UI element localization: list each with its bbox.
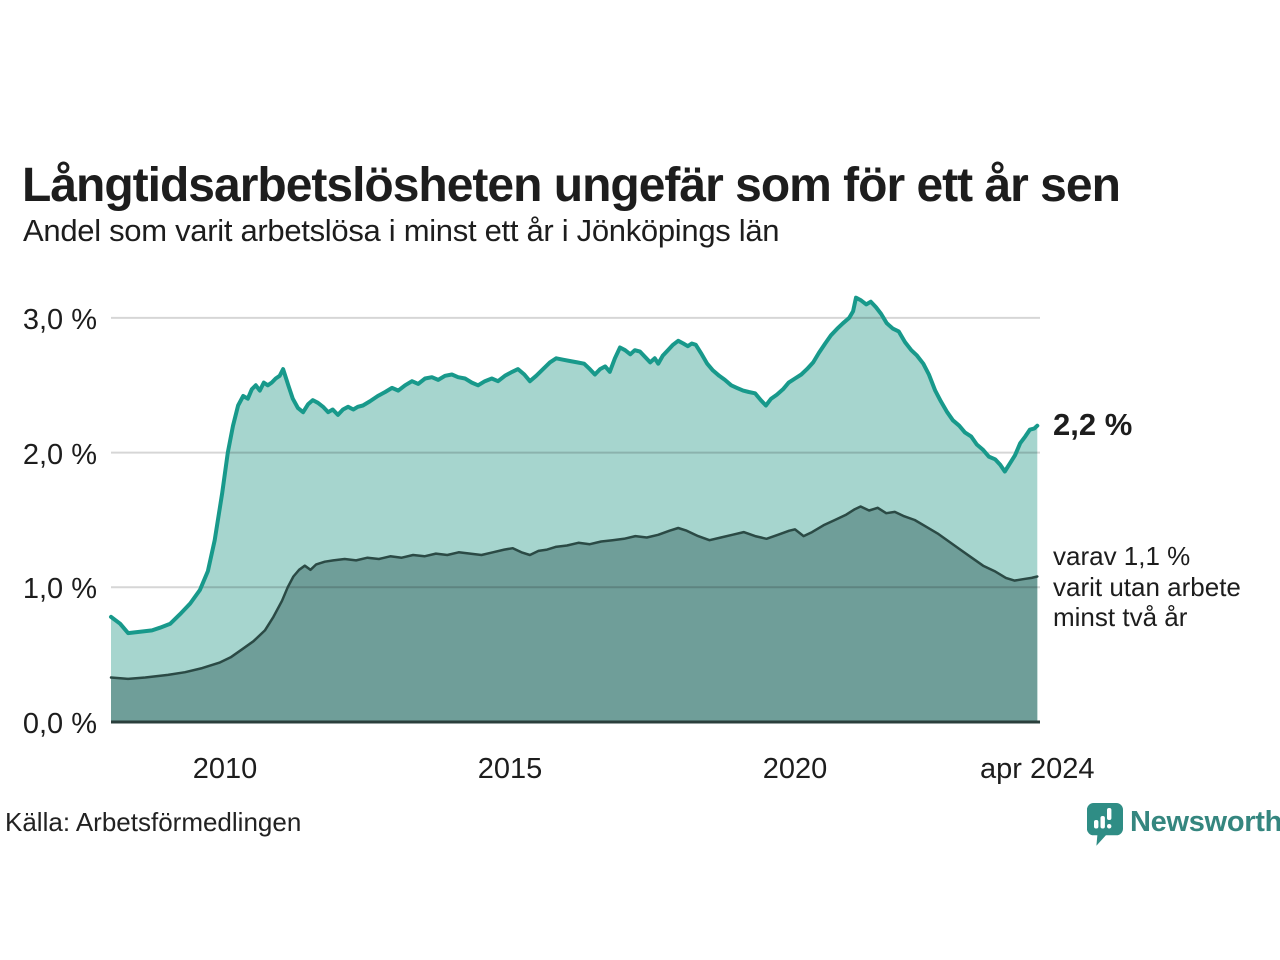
chart-title: Långtidsarbetslösheten ungefär som för e… <box>22 159 1121 213</box>
newsworthy-speech-bubble-chart-icon <box>1087 803 1124 846</box>
annotation-line: varav 1,1 % <box>1053 541 1191 571</box>
x-axis-tick-label: 2020 <box>762 753 828 785</box>
x-axis-tick-label: apr 2024 <box>980 753 1095 785</box>
newsworthy-logo: Newsworthy <box>1087 802 1280 848</box>
inner-series-line <box>109 505 1039 681</box>
source-credit: Källa: Arbetsförmedlingen <box>5 807 302 837</box>
newsworthy-wordmark: Newsworthy <box>1130 806 1280 838</box>
annotation-line: minst två år <box>1053 602 1188 632</box>
y-axis-tick-label: 0,0 % <box>22 708 97 740</box>
x-axis-tick-label: 2010 <box>192 753 258 785</box>
annotation-line: varit utan arbete <box>1053 571 1241 602</box>
latest-value-annotation: 2,2 % <box>1053 407 1133 442</box>
y-axis-tick-label: 2,0 % <box>22 438 97 471</box>
outer-series-line <box>109 295 1040 636</box>
y-axis-tick-label: 1,0 % <box>22 573 97 606</box>
chart-subtitle: Andel som varit arbetslösa i minst ett å… <box>23 213 780 248</box>
y-axis-tick-label: 3,0 % <box>22 303 97 336</box>
two-year-value-annotation: varav 1,1 % varit utan arbete minst två … <box>1053 541 1241 633</box>
x-axis-tick-label: 2015 <box>477 753 543 785</box>
